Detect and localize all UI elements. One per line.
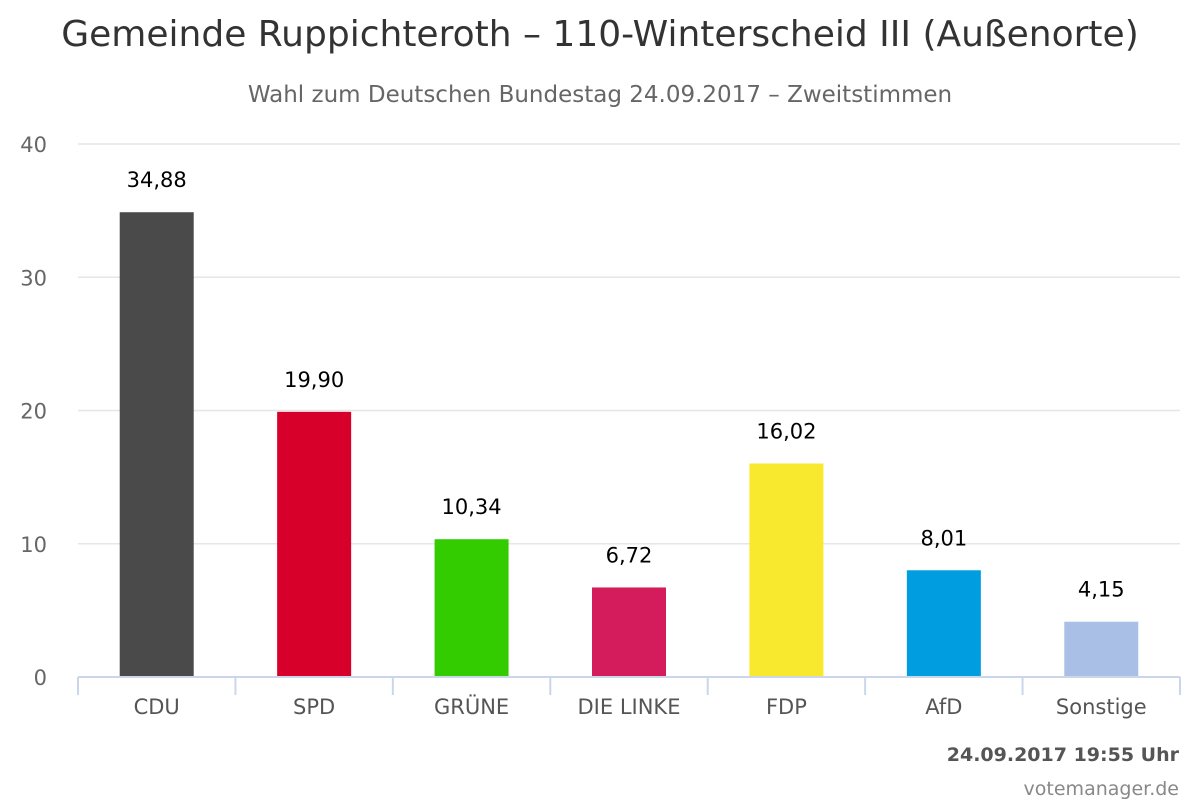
chart-subtitle: Wahl zum Deutschen Bundestag 24.09.2017 … bbox=[247, 82, 953, 108]
x-tick-label: AfD bbox=[925, 695, 962, 719]
y-tick-label: 0 bbox=[34, 666, 47, 690]
x-tick-label: Sonstige bbox=[1056, 695, 1147, 719]
y-tick-label: 40 bbox=[20, 133, 47, 157]
x-tick-label: FDP bbox=[766, 695, 807, 719]
bar-grüne[interactable] bbox=[434, 539, 509, 677]
bar-sonstige[interactable] bbox=[1064, 621, 1139, 677]
bars bbox=[119, 212, 1139, 677]
x-axis: CDU SPD GRÜNE DIE LINKE FDP AfD Sonstige bbox=[77, 676, 1181, 719]
x-tick-label: DIE LINKE bbox=[578, 695, 681, 719]
credit-link[interactable]: votemanager.de bbox=[1023, 778, 1179, 800]
data-label: 6,72 bbox=[606, 543, 653, 567]
x-tick-label: CDU bbox=[134, 695, 180, 719]
y-axis-tick-labels: 0 10 20 30 40 bbox=[20, 133, 47, 690]
y-tick-label: 20 bbox=[20, 400, 47, 424]
data-label: 34,88 bbox=[127, 168, 187, 192]
x-tick-label: GRÜNE bbox=[434, 694, 509, 719]
chart-title: Gemeinde Ruppichteroth – 110-Winterschei… bbox=[61, 14, 1139, 55]
data-label: 10,34 bbox=[442, 495, 502, 519]
data-label: 16,02 bbox=[756, 420, 816, 444]
y-tick-label: 30 bbox=[20, 266, 47, 290]
bar-die-linke[interactable] bbox=[592, 587, 666, 677]
data-label: 19,90 bbox=[284, 368, 344, 392]
value-labels: 34,88 19,90 10,34 6,72 16,02 8,01 4,15 bbox=[127, 168, 1125, 601]
bar-spd[interactable] bbox=[277, 411, 352, 677]
bar-fdp[interactable] bbox=[749, 463, 824, 677]
bar-cdu[interactable] bbox=[119, 212, 194, 677]
gridlines bbox=[78, 143, 1180, 545]
x-tick-label: SPD bbox=[293, 695, 335, 719]
y-tick-label: 10 bbox=[20, 533, 47, 557]
data-label: 8,01 bbox=[920, 526, 967, 550]
data-label: 4,15 bbox=[1078, 578, 1125, 602]
timestamp: 24.09.2017 19:55 Uhr bbox=[946, 744, 1179, 766]
bar-afd[interactable] bbox=[906, 570, 981, 677]
